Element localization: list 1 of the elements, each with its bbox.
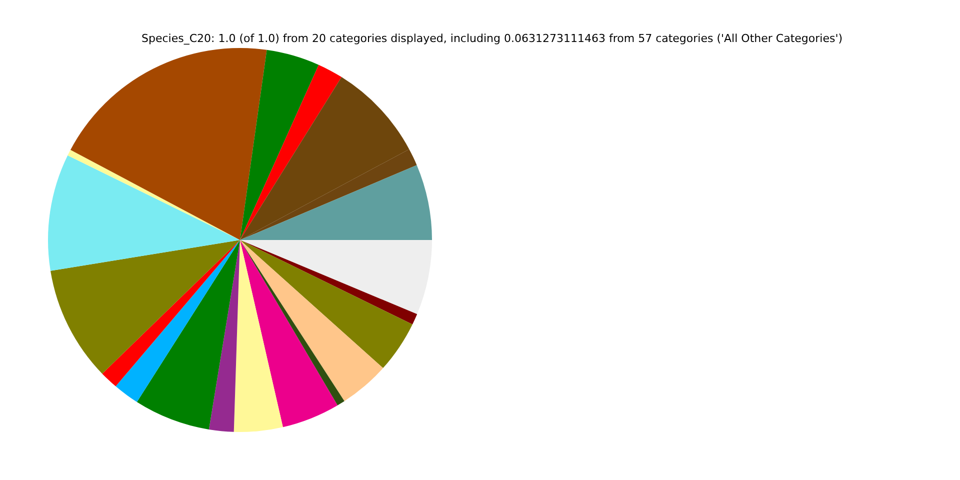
text: Species_C20: 1.0 (of 1.0) from 20 categories displayed, including 0.0631273111463 from 57 categories ('All Other Categories') <box>140 32 844 45</box>
